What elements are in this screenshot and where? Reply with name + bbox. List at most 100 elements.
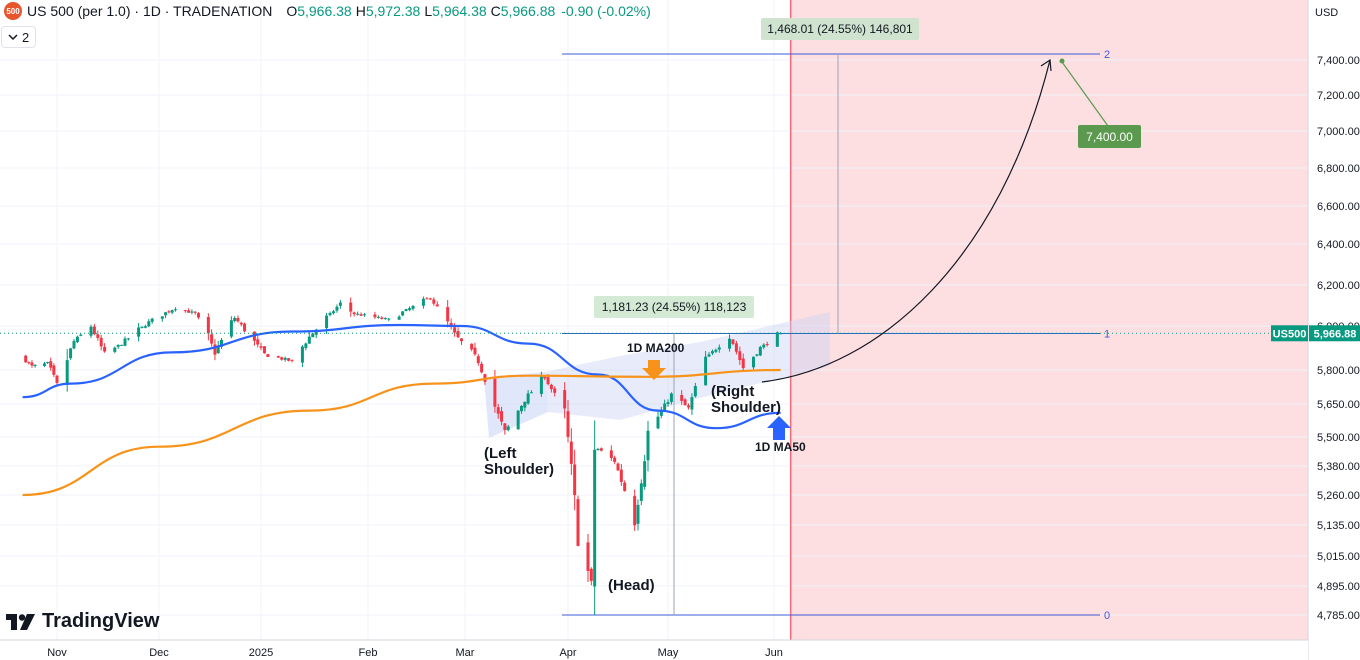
candle-body: [453, 327, 457, 333]
candle-body: [193, 311, 197, 313]
price-tick-label: 6,800.00: [1317, 163, 1360, 175]
candle-body: [473, 347, 477, 355]
candle-body: [335, 306, 339, 311]
candle-body: [206, 316, 210, 334]
candle-body: [280, 357, 284, 360]
candle-body: [680, 395, 684, 401]
time-tick-label: Dec: [149, 647, 169, 659]
candle-body: [408, 308, 412, 311]
candle-body: [266, 354, 270, 357]
candle-body: [656, 416, 660, 429]
candle-body: [92, 326, 96, 335]
candle-body: [425, 298, 429, 300]
candle-body: [573, 464, 577, 496]
candle-body: [126, 338, 130, 340]
candle-body: [397, 316, 401, 320]
candle-body: [331, 311, 335, 314]
symbol-badge-icon[interactable]: 500: [4, 2, 22, 20]
candle-body: [160, 316, 164, 319]
candle-body: [470, 343, 474, 350]
candle-body: [623, 482, 627, 491]
candle-body: [387, 318, 391, 320]
price-tick-label: 5,500.00: [1317, 432, 1360, 444]
candle-body: [213, 344, 217, 355]
price-tick-label: 5,260.00: [1317, 490, 1360, 502]
currency-label: USD: [1315, 7, 1338, 19]
head-label: (Head): [608, 577, 655, 594]
time-tick-label: Nov: [47, 647, 67, 659]
ma200-line[interactable]: [22, 368, 781, 497]
candle-body: [170, 310, 174, 313]
candle-body: [593, 449, 597, 587]
rising-channel-zone: [545, 312, 830, 420]
candle-body: [421, 298, 425, 306]
candle-body: [576, 499, 580, 546]
chart-header: 500 US 500 (per 1.0) · 1D · TRADENATION …: [0, 0, 651, 22]
candle-body: [549, 384, 553, 390]
candle-body: [683, 399, 687, 406]
candle-body: [233, 317, 237, 322]
tradingview-logo[interactable]: TradingView: [6, 610, 159, 633]
candle-body: [338, 302, 342, 306]
candle-body: [506, 426, 510, 431]
price-tick-label: 6,400.00: [1317, 239, 1360, 251]
candle-body: [613, 457, 617, 462]
candle-body: [164, 312, 168, 316]
candle-body: [276, 356, 280, 358]
candle-body: [646, 430, 650, 461]
candle-body: [432, 299, 436, 304]
candle-body: [120, 344, 124, 346]
ma50-line[interactable]: [22, 323, 781, 430]
candle-body: [363, 314, 367, 316]
candle-body: [563, 390, 567, 409]
candle-body: [30, 362, 34, 366]
candle-body: [599, 448, 603, 451]
candle-body: [376, 316, 380, 318]
candle-body: [216, 345, 220, 354]
fib-level-label: 1: [1104, 328, 1110, 340]
candle-body: [137, 327, 141, 337]
candle-body: [173, 309, 177, 311]
candle-body: [383, 318, 387, 320]
candle-body: [314, 329, 318, 335]
candle-body: [589, 568, 593, 581]
right-shoulder-label: Shoulder): [711, 399, 781, 416]
candle-body: [328, 312, 332, 316]
candle-body: [411, 305, 415, 309]
candle-body: [404, 309, 408, 312]
right-shoulder-label: (Right: [711, 383, 754, 400]
time-tick-label: 2025: [249, 647, 273, 659]
candle-body: [496, 407, 500, 414]
candle-body: [27, 362, 31, 364]
left-shoulder-label: (Left: [484, 445, 517, 462]
candle-body: [325, 315, 329, 329]
candle-body: [167, 311, 171, 313]
time-tick-label: Apr: [559, 647, 576, 659]
measure-label-pattern: 1,181.23 (24.55%) 118,123: [602, 300, 747, 314]
candle-body: [596, 449, 600, 451]
time-tick-label: Jun: [765, 647, 783, 659]
candle-body: [143, 326, 147, 328]
time-tick-label: May: [658, 647, 679, 659]
candle-body: [311, 333, 315, 338]
symbol-tag-label: US500: [1273, 328, 1307, 340]
candle-body: [304, 343, 308, 348]
candle-body: [710, 351, 714, 354]
indicators-toggle-button[interactable]: 2: [1, 26, 37, 48]
candle-body: [543, 376, 547, 379]
candle-body: [435, 304, 439, 307]
measure-label-box: [594, 296, 754, 318]
candle-body: [75, 336, 79, 343]
candle-body: [741, 358, 745, 369]
candle-body: [586, 542, 590, 571]
ma200-label: 1D MA200: [627, 341, 685, 355]
candle-body: [69, 348, 73, 359]
target-label-box[interactable]: [1078, 125, 1141, 148]
candle-body: [79, 334, 83, 336]
candle-body: [546, 377, 550, 385]
last-price-tag[interactable]: [1309, 325, 1360, 342]
left-shoulder-zone: [484, 372, 548, 438]
symbol-title[interactable]: US 500 (per 1.0) · 1D · TRADENATION: [27, 3, 273, 19]
candle-body: [256, 339, 260, 345]
